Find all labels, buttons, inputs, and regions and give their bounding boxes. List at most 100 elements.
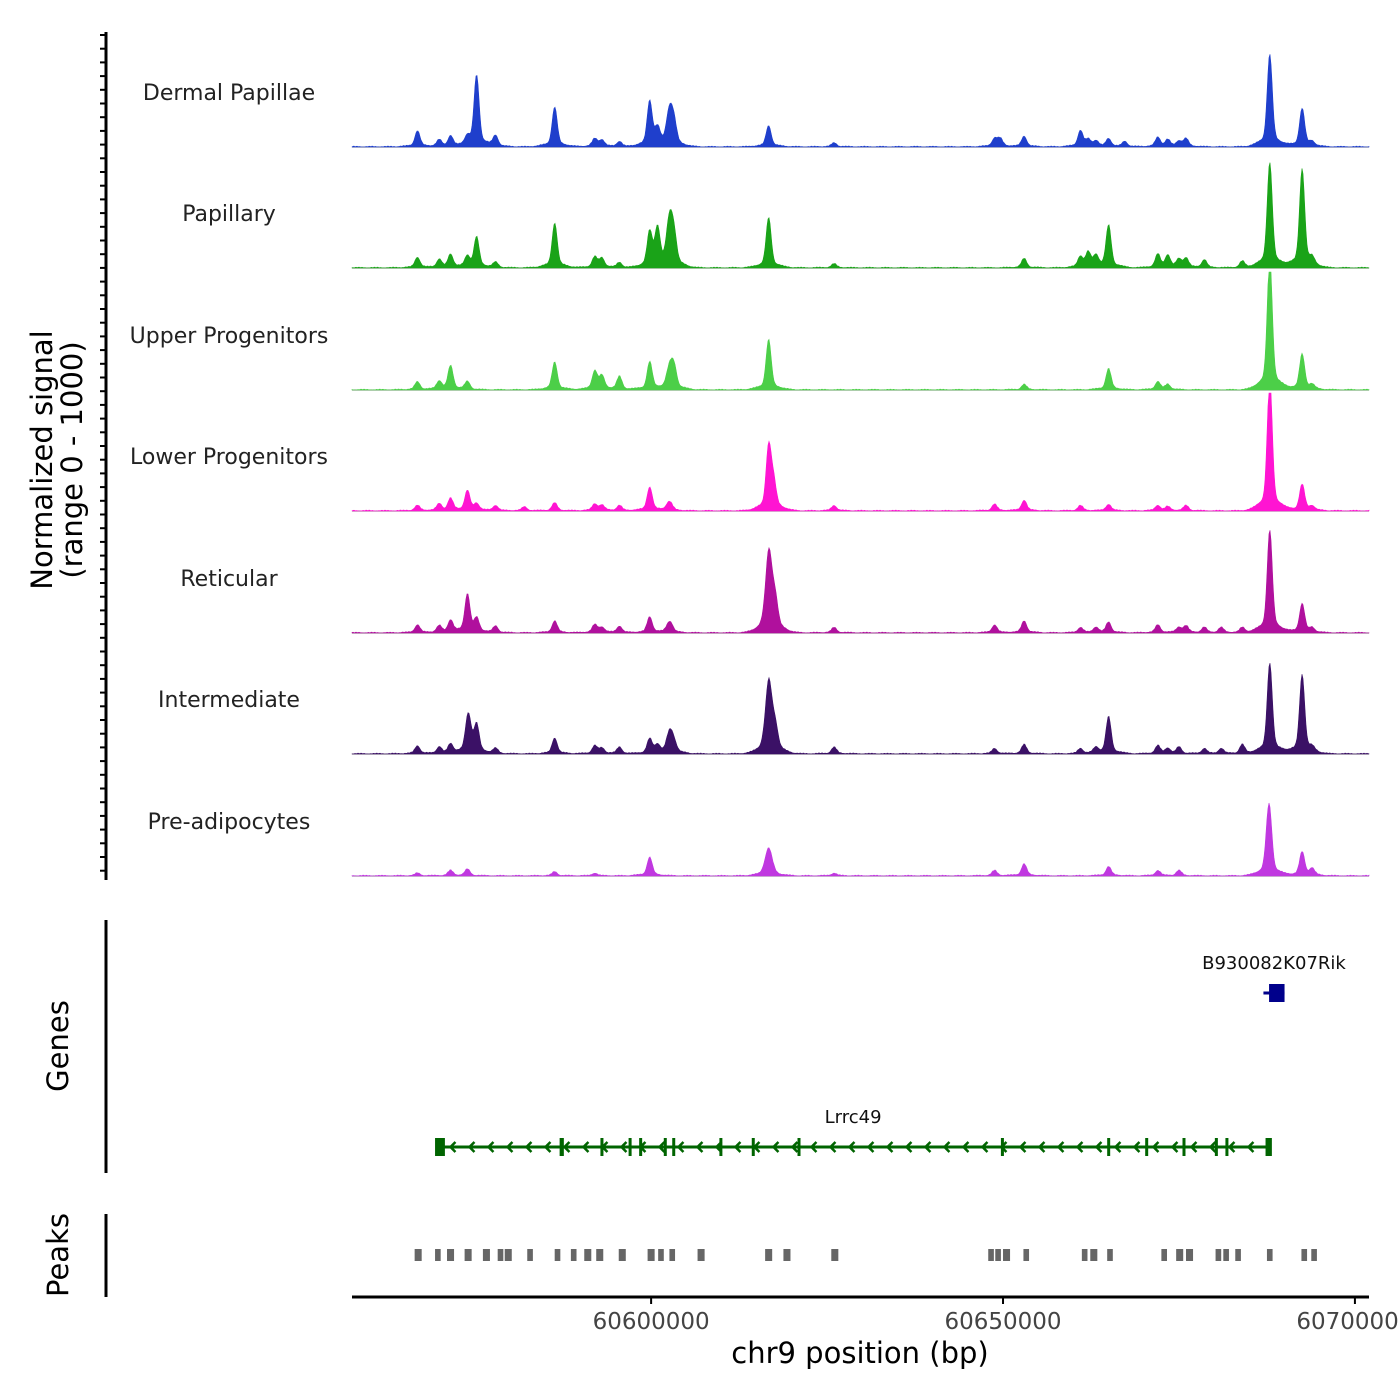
strand-arrow [866,1141,875,1153]
peak-region [1081,1249,1088,1261]
peak-region [596,1249,604,1261]
peak-region [414,1249,422,1261]
strand-arrow [657,1141,666,1153]
gene-label: Lrrc49 [825,1107,882,1128]
strand-arrow [1094,1141,1103,1153]
peak-region [1176,1249,1184,1261]
strand-arrow [809,1141,818,1153]
peak-region [1161,1249,1168,1261]
peak-region [447,1249,455,1261]
strand-arrow [961,1141,970,1153]
gene: B930082K07Rik [1202,953,1346,1002]
peak-region [1235,1249,1241,1261]
peak-region [658,1249,664,1261]
strand-arrow [467,1141,476,1153]
strand-arrow [1037,1141,1046,1153]
peak-region [482,1249,490,1261]
exon [628,1138,632,1156]
strand-arrow [828,1141,837,1153]
peak-region [1223,1249,1229,1261]
track-label: Papillary [182,202,276,227]
exon [1182,1138,1186,1156]
signal-area [351,271,1370,391]
peak-region [1023,1249,1030,1261]
strand-arrow [695,1141,704,1153]
exon [1265,1138,1272,1156]
strand-arrow [1189,1141,1198,1153]
signal-area [351,392,1370,512]
strand-arrow [904,1141,913,1153]
signal-track [351,802,1370,877]
gene: Lrrc49 [435,1107,1272,1156]
peak-region [570,1249,577,1261]
peak-region [647,1249,655,1261]
exon [751,1138,755,1156]
peak-region [988,1249,994,1261]
strand-arrow [505,1141,514,1153]
peak-region [504,1249,512,1261]
track-labels: Dermal Papillae Papillary Upper Progenitor… [130,81,329,835]
peak-region [765,1249,773,1261]
strand-arrow [1151,1141,1160,1153]
signal-y-axis-ticks [100,34,106,872]
strand-arrow [847,1141,856,1153]
track-label: Lower Progenitors [130,445,328,470]
exon [435,1138,445,1156]
peak-region [1266,1249,1273,1261]
strand-arrow [885,1141,894,1153]
strand-arrow [486,1141,495,1153]
strand-arrow [1227,1141,1236,1153]
exon [1000,1138,1004,1156]
x-axis-tick-label: 60600000 [593,1309,710,1335]
peak-region [831,1249,839,1261]
signal-track [351,663,1370,755]
strand-arrow [790,1141,799,1153]
strand-arrow [1113,1141,1122,1153]
strand-arrow [619,1141,628,1153]
strand-arrow [1208,1141,1217,1153]
x-axis-ticks: 60600000 60650000 60700000 [593,1297,1400,1335]
strand-arrow [942,1141,951,1153]
peak-region [527,1249,533,1261]
exon [1107,1138,1111,1156]
strand-arrow [1075,1141,1084,1153]
track-label: Reticular [180,567,278,592]
strand-arrow [1170,1141,1179,1153]
peak-region [697,1249,705,1261]
peak-region [1215,1249,1222,1261]
genes-panel-label: Genes [41,1000,75,1092]
strand-arrow [676,1141,685,1153]
signal-tracks [351,54,1370,877]
peak-region [1311,1249,1317,1261]
genes-track: Lrrc49 B930082K07Rik [435,953,1346,1156]
exon [600,1138,604,1156]
peak-region [783,1249,791,1261]
track-label: Dermal Papillae [143,81,315,106]
peaks-track [414,1249,1317,1261]
peak-region [1186,1249,1194,1261]
gene-label: B930082K07Rik [1202,953,1346,974]
strand-arrow [581,1141,590,1153]
signal-track [351,530,1370,634]
peak-region [554,1249,561,1261]
exon [1145,1138,1149,1156]
strand-arrow [1132,1141,1141,1153]
signal-track [351,54,1370,148]
signal-area [351,663,1370,755]
y-axis-label: Normalized signal [25,330,59,589]
exon [639,1138,643,1156]
peak-region [1090,1249,1098,1261]
signal-area [351,162,1370,269]
peak-region [618,1249,626,1261]
strand-arrow [1018,1141,1027,1153]
peak-region [995,1249,1001,1261]
peak-region [1107,1249,1113,1261]
signal-area [351,802,1370,877]
peaks-panel-label: Peaks [41,1213,75,1297]
strand-arrow [524,1141,533,1153]
strand-arrow [448,1141,457,1153]
signal-track [351,162,1370,269]
exon [797,1138,801,1156]
exon [1225,1138,1229,1156]
